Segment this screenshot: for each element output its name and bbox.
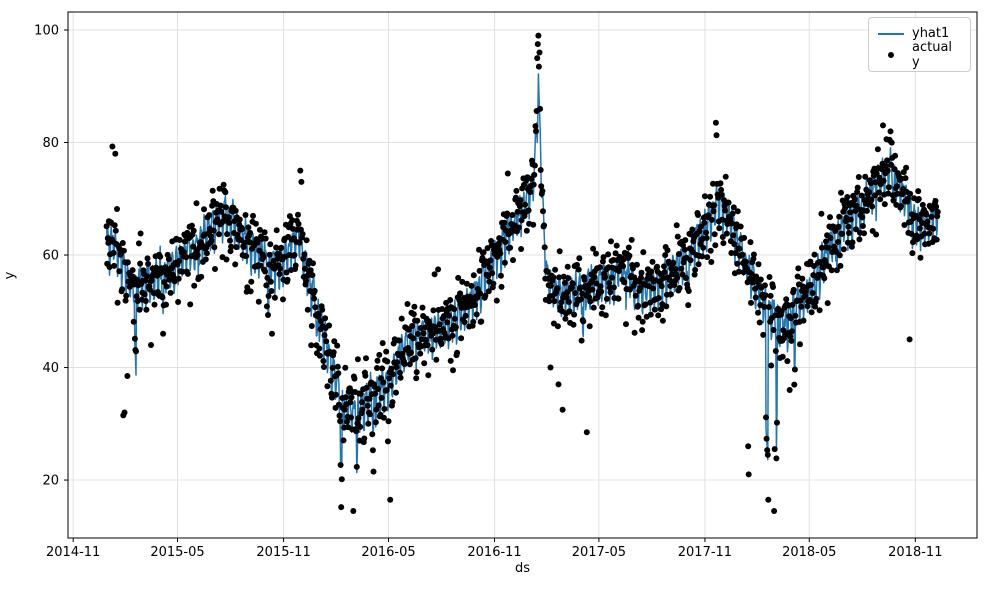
x-tick-label: 2014-11 (46, 545, 100, 560)
x-tick-label: 2016-11 (467, 545, 521, 560)
x-tick-label: 2018-05 (782, 545, 836, 560)
x-tick-label: 2015-05 (150, 545, 204, 560)
y-tick-label: 20 (42, 474, 59, 489)
dot-swatch-wrap (878, 47, 904, 62)
x-axis-label: ds (0, 561, 989, 576)
legend-item-yhat1: yhat1 (878, 23, 961, 44)
yhat1-line (105, 73, 939, 474)
x-axis-label-text: ds (514, 561, 531, 576)
y-axis-label: y (3, 13, 18, 539)
line-swatch-icon (878, 32, 904, 35)
y-axis-label-text: y (2, 271, 18, 280)
y-tick-label: 100 (34, 24, 59, 39)
y-tick-label: 60 (42, 249, 59, 264)
legend-label-actual-y: actual y (912, 39, 953, 70)
y-tick-label: 80 (42, 136, 59, 151)
legend: yhat1 actual y (868, 17, 971, 72)
x-tick-label: 2017-05 (572, 545, 626, 560)
x-tick-label: 2017-11 (678, 545, 732, 560)
dot-swatch-icon (888, 51, 894, 58)
x-tick-label: 2015-11 (256, 545, 310, 560)
x-tick-label: 2016-05 (361, 545, 415, 560)
legend-item-actual-y: actual y (878, 40, 961, 70)
legend-label-yhat1: yhat1 (912, 26, 950, 41)
actual-y-dots (103, 32, 941, 514)
x-tick-label: 2018-11 (888, 545, 942, 560)
y-tick-label: 40 (42, 361, 59, 376)
